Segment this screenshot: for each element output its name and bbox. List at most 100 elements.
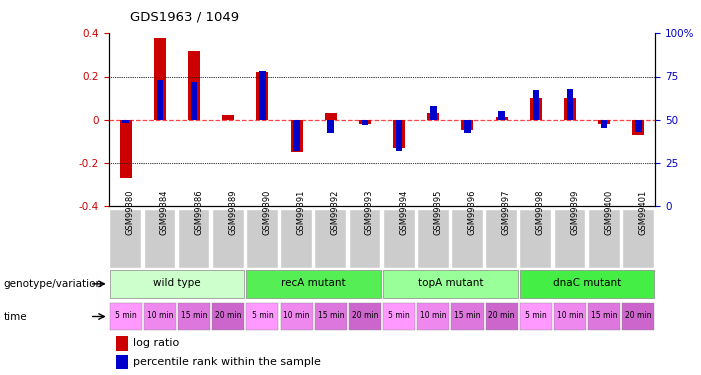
Bar [188,51,200,120]
Bar [554,210,585,268]
Bar [109,270,245,298]
Bar [281,210,312,268]
Bar [623,210,654,268]
Text: GSM99389: GSM99389 [229,190,237,235]
Text: 10 min: 10 min [557,311,583,320]
Bar [601,120,608,128]
Bar [144,210,175,268]
Bar [622,303,655,330]
Bar [116,355,128,369]
Text: 15 min: 15 min [454,311,481,320]
Text: GDS1963 / 1049: GDS1963 / 1049 [130,11,239,24]
Bar [280,303,313,330]
Bar [222,116,234,120]
Bar [589,210,620,268]
Text: GSM99401: GSM99401 [639,190,647,235]
Text: GSM99395: GSM99395 [433,190,442,235]
Bar [293,120,300,151]
Text: dnaC mutant: dnaC mutant [553,278,621,288]
Text: GSM99396: GSM99396 [468,190,477,235]
Bar [247,210,278,268]
Text: wild type: wild type [154,278,200,288]
Bar [246,303,278,330]
Text: 15 min: 15 min [181,311,207,320]
Text: GSM99386: GSM99386 [194,190,203,236]
Bar [156,80,163,120]
Text: GSM99393: GSM99393 [365,190,374,235]
Bar [566,88,573,120]
Text: topA mutant: topA mutant [418,278,483,288]
Bar [362,120,368,125]
Bar [520,210,551,268]
Text: GSM99384: GSM99384 [160,190,169,235]
Bar [383,270,518,298]
Bar [123,120,129,123]
Text: 5 min: 5 min [388,311,410,320]
Bar [598,120,610,124]
Bar [359,120,371,124]
Bar [315,303,347,330]
Bar [588,303,620,330]
Text: 10 min: 10 min [420,311,447,320]
Bar [315,210,346,268]
Bar [178,303,210,330]
Bar [533,90,539,120]
Text: GSM99380: GSM99380 [125,190,135,235]
Bar [259,71,266,120]
Bar [110,210,141,268]
Text: GSM99397: GSM99397 [502,190,510,235]
Bar [144,303,176,330]
Bar [116,336,128,351]
Text: GSM99394: GSM99394 [399,190,408,235]
Text: percentile rank within the sample: percentile rank within the sample [133,357,321,367]
Text: 5 min: 5 min [252,311,273,320]
Text: 5 min: 5 min [525,311,547,320]
Bar [519,270,655,298]
Bar [530,98,542,120]
Text: time: time [4,312,27,321]
Text: genotype/variation: genotype/variation [4,279,102,289]
Text: 10 min: 10 min [147,311,173,320]
Text: GSM99392: GSM99392 [331,190,340,235]
Bar [393,120,405,148]
Text: GSM99400: GSM99400 [604,190,613,235]
Bar [396,120,402,151]
Bar [120,120,132,178]
Bar [486,303,518,330]
Bar [191,82,198,120]
Bar [554,303,586,330]
Bar [257,72,268,120]
Bar [486,210,517,268]
Bar [383,303,415,330]
Bar [325,113,336,120]
Bar [246,270,381,298]
Bar [154,38,166,120]
Bar [464,120,471,134]
Bar [461,120,473,130]
Bar [452,210,483,268]
Bar [291,120,303,152]
Bar [417,303,449,330]
Bar [498,111,505,120]
Bar [632,120,644,135]
Bar [564,98,576,120]
Text: GSM99391: GSM99391 [297,190,306,235]
Text: GSM99390: GSM99390 [262,190,271,235]
Bar [109,303,142,330]
Text: recA mutant: recA mutant [281,278,346,288]
Text: 5 min: 5 min [115,311,137,320]
Text: 20 min: 20 min [625,311,652,320]
Text: 10 min: 10 min [283,311,310,320]
Text: GSM99399: GSM99399 [570,190,579,235]
Bar [349,303,381,330]
Text: 20 min: 20 min [215,311,242,320]
Bar [430,106,437,120]
Text: 20 min: 20 min [352,311,379,320]
Bar [451,303,484,330]
Bar [212,303,245,330]
Text: 20 min: 20 min [489,311,515,320]
Bar [179,210,210,268]
Text: log ratio: log ratio [133,339,179,348]
Bar [496,117,508,120]
Bar [350,210,381,268]
